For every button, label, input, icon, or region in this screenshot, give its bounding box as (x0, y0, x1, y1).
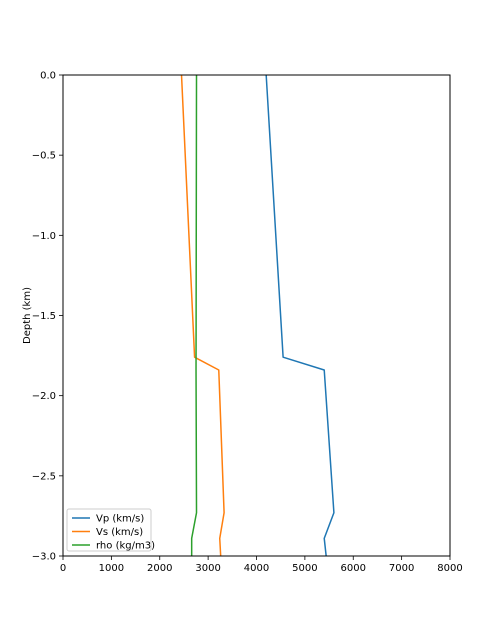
x-tick-label: 2000 (147, 563, 172, 574)
legend-label-0: Vp (km/s) (96, 514, 144, 525)
y-axis-label: Depth (km) (22, 287, 33, 344)
legend-box (66, 508, 152, 552)
x-tick-label: 4000 (244, 563, 269, 574)
x-tick-label: 5000 (292, 563, 317, 574)
series-line-1 (180, 74, 225, 557)
series-layer (180, 74, 335, 557)
y-tick-label: 0.0 (40, 71, 56, 82)
y-tick-label: −2.0 (32, 391, 56, 402)
x-tick-label: 3000 (195, 563, 220, 574)
x-tick-label: 6000 (341, 563, 366, 574)
x-tick-label: 7000 (389, 563, 414, 574)
y-tick-label: −1.5 (32, 311, 56, 322)
x-tick-label: 1000 (99, 563, 124, 574)
legend-label-1: Vs (km/s) (96, 527, 143, 538)
y-tick-label: −3.0 (32, 552, 56, 563)
y-axis: 0.0 −0.5 −1.0 −1.5 −2.0 −2.5 −3.0 (32, 71, 63, 563)
x-axis: 0 1000 2000 3000 4000 5000 6000 7000 8000 (60, 556, 463, 574)
legend-label-2: rho (kg/m3) (96, 541, 155, 552)
series-line-0 (265, 74, 335, 557)
y-tick-label: −2.5 (32, 471, 56, 482)
x-tick-label: 0 (60, 563, 66, 574)
legend: Vp (km/s) Vs (km/s) rho (kg/m3) (66, 508, 155, 552)
x-tick-label: 8000 (437, 563, 462, 574)
y-tick-label: −0.5 (32, 151, 56, 162)
series-line-2 (190, 74, 198, 556)
y-tick-label: −1.0 (32, 231, 56, 242)
